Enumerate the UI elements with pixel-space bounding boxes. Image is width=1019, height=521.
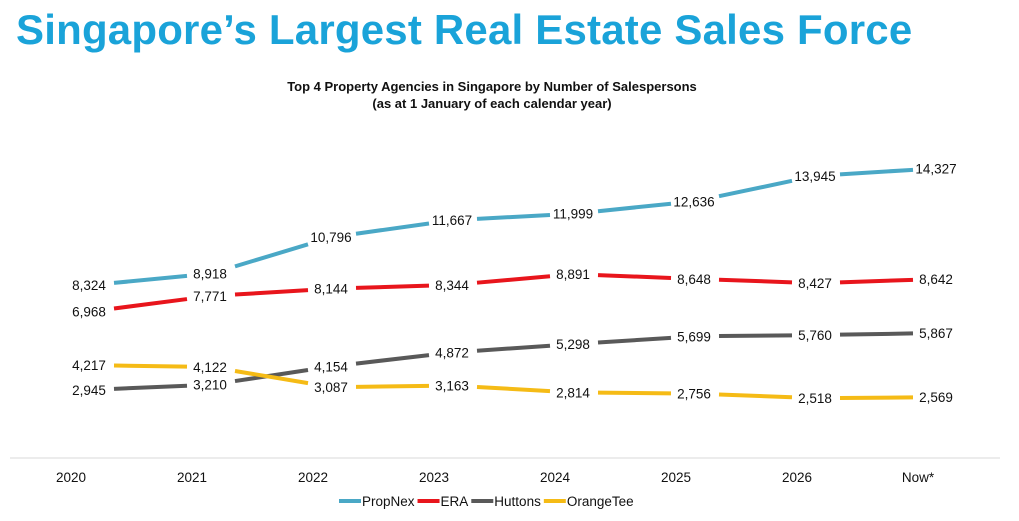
legend-label-era: ERA (441, 494, 469, 509)
data-label-orangetee: 2,518 (798, 391, 832, 406)
series-line-segment-era (234, 288, 309, 297)
data-label-propnex: 11,667 (432, 213, 472, 228)
x-tick-label: Now* (902, 470, 935, 485)
series-line-segment-huttons (597, 335, 672, 345)
page-title: Singapore’s Largest Real Estate Sales Fo… (16, 6, 913, 53)
series-line-segment-era (113, 297, 188, 311)
series-line-segment-propnex (718, 178, 793, 199)
data-label-era: 8,891 (556, 267, 590, 282)
series-line-segment-huttons (355, 353, 430, 366)
data-label-era: 6,968 (72, 305, 106, 320)
series-line-segment-orangetee (476, 384, 551, 394)
data-label-era: 8,642 (919, 272, 953, 287)
series-line-segment-orangetee (355, 383, 430, 389)
data-label-propnex: 10,796 (310, 230, 351, 245)
chart-subtitle: (as at 1 January of each calendar year) (372, 96, 612, 111)
data-label-huttons: 5,867 (919, 326, 953, 341)
series-layer (113, 167, 914, 400)
series-line-segment-propnex (113, 273, 188, 285)
data-label-propnex: 14,327 (915, 161, 956, 176)
data-label-orangetee: 3,163 (435, 379, 469, 394)
series-line-segment-orangetee (718, 392, 793, 400)
series-line-segment-era (476, 274, 551, 285)
series-line-segment-orangetee (839, 395, 914, 400)
data-label-propnex: 8,324 (72, 278, 106, 293)
data-label-huttons: 5,699 (677, 329, 711, 344)
x-tick-label: 2021 (177, 470, 207, 485)
legend-label-huttons: Huttons (494, 494, 541, 509)
data-label-era: 8,144 (314, 282, 348, 297)
data-label-huttons: 5,298 (556, 337, 590, 352)
data-label-orangetee: 2,756 (677, 387, 711, 402)
series-line-segment-propnex (839, 167, 914, 177)
data-label-orangetee: 3,087 (314, 380, 348, 395)
series-line-segment-era (839, 277, 914, 285)
series-line-segment-orangetee (234, 368, 309, 386)
legend-label-orangetee: OrangeTee (567, 494, 634, 509)
chart-title-block: Top 4 Property Agencies in Singapore by … (0, 78, 984, 112)
data-label-propnex: 13,945 (794, 169, 835, 184)
series-line-segment-huttons (718, 333, 793, 339)
series-line-segment-propnex (234, 242, 309, 269)
x-tick-label: 2022 (298, 470, 328, 485)
data-label-propnex: 8,918 (193, 267, 227, 282)
data-label-era: 7,771 (193, 289, 227, 304)
chart-title: Top 4 Property Agencies in Singapore by … (287, 79, 697, 94)
x-tick-label: 2024 (540, 470, 571, 485)
series-line-segment-era (355, 283, 430, 290)
series-line-segment-huttons (113, 383, 188, 391)
data-label-orangetee: 2,569 (919, 390, 953, 405)
x-tick-layer: 2020 2021 2022 2023 2024 2025 2026 Now* (56, 470, 935, 485)
data-label-huttons: 5,760 (798, 328, 832, 343)
series-line-segment-era (718, 277, 793, 285)
data-label-era: 8,427 (798, 276, 832, 291)
data-label-propnex: 12,636 (673, 194, 714, 209)
series-line-segment-orangetee (113, 363, 188, 369)
data-label-era: 8,344 (435, 278, 469, 293)
series-line-segment-propnex (597, 201, 672, 214)
x-tick-label: 2020 (56, 470, 86, 485)
x-tick-label: 2023 (419, 470, 449, 485)
x-tick-label: 2025 (661, 470, 691, 485)
legend-label-propnex: PropNex (362, 494, 415, 509)
data-label-orangetee: 4,122 (193, 360, 227, 375)
series-line-segment-propnex (355, 221, 430, 236)
data-label-layer: 8,324 8,918 10,796 11,667 11,999 12,636 13,945… (72, 161, 957, 406)
x-tick-label: 2026 (782, 470, 812, 485)
data-label-huttons: 3,210 (193, 378, 227, 393)
data-label-huttons: 2,945 (72, 383, 106, 398)
data-label-huttons: 4,154 (314, 359, 348, 374)
series-line-segment-orangetee (597, 390, 672, 396)
series-line-segment-era (597, 273, 672, 280)
series-line-segment-huttons (839, 331, 914, 337)
data-label-propnex: 11,999 (553, 207, 593, 222)
data-label-orangetee: 4,217 (72, 358, 106, 373)
series-line-segment-propnex (476, 212, 551, 221)
data-label-orangetee: 2,814 (556, 385, 590, 400)
series-line-segment-huttons (476, 343, 551, 353)
data-label-era: 8,648 (677, 272, 711, 287)
legend: PropNex ERA Huttons OrangeTee (339, 494, 634, 509)
data-label-huttons: 4,872 (435, 345, 469, 360)
